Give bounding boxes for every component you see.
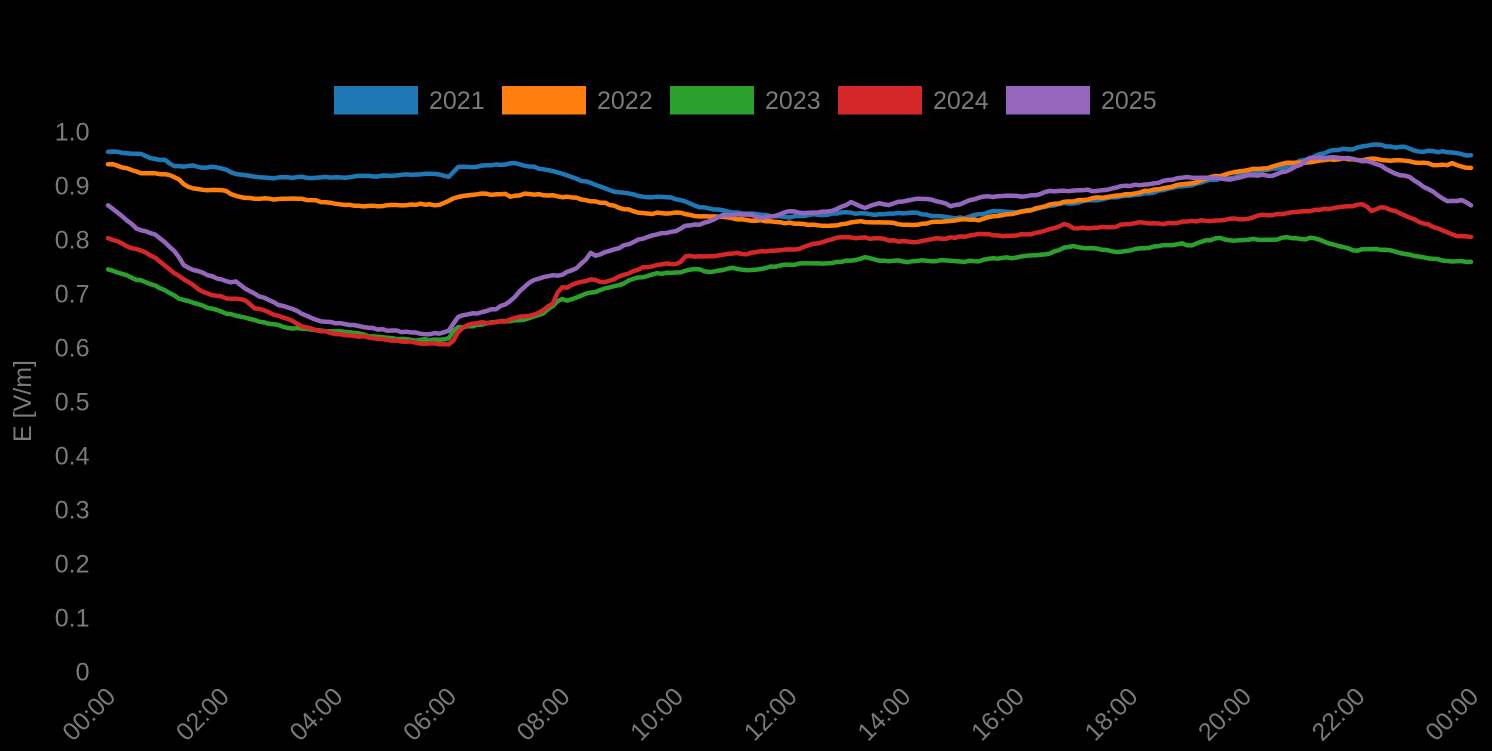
svg-text:0.5: 0.5: [55, 389, 90, 417]
svg-text:2023: 2023: [765, 87, 821, 115]
svg-text:0.8: 0.8: [55, 227, 90, 255]
svg-text:0.6: 0.6: [55, 335, 90, 363]
svg-text:0.3: 0.3: [55, 497, 90, 525]
svg-text:2021: 2021: [429, 87, 485, 115]
svg-text:0.1: 0.1: [55, 605, 90, 633]
svg-text:2022: 2022: [597, 87, 653, 115]
svg-text:0.2: 0.2: [55, 551, 90, 579]
svg-text:0.7: 0.7: [55, 281, 90, 309]
svg-text:0.4: 0.4: [55, 443, 90, 471]
svg-text:1.0: 1.0: [55, 119, 90, 147]
svg-text:E [V/m]: E [V/m]: [9, 360, 37, 442]
svg-text:2025: 2025: [1101, 87, 1157, 115]
svg-text:2024: 2024: [933, 87, 989, 115]
svg-text:0.9: 0.9: [55, 173, 90, 201]
svg-text:0: 0: [76, 659, 90, 687]
